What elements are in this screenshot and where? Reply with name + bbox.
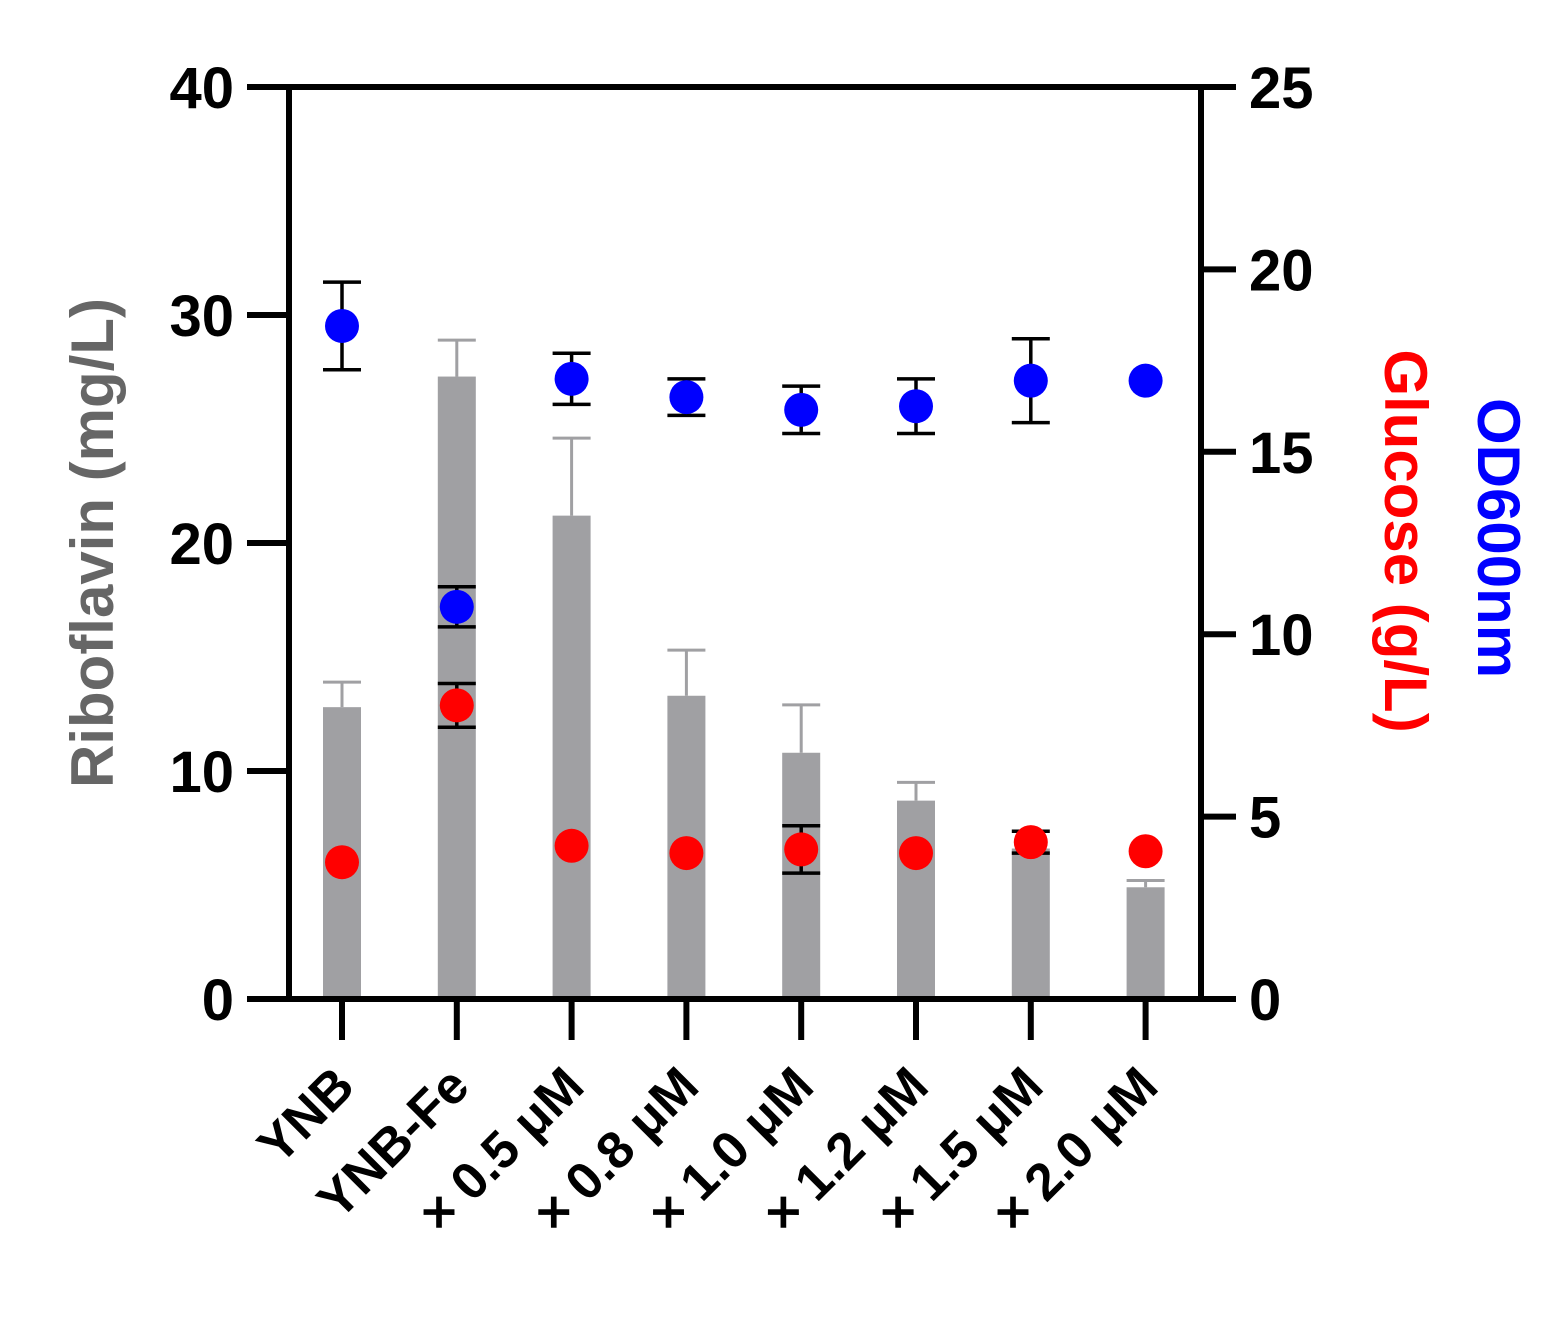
plot-frame <box>286 84 1204 1002</box>
right-tick-label: 20 <box>1249 238 1314 303</box>
glucose-axis-title: Glucose (g/L) <box>1372 349 1439 732</box>
left-tick-label: 20 <box>169 512 234 577</box>
od600-point-4 <box>669 380 704 415</box>
od600-axis-title: OD600nm <box>1465 398 1532 678</box>
bar-error-4 <box>667 648 706 696</box>
bar-7 <box>1011 848 1050 999</box>
bar-8 <box>1126 887 1165 999</box>
right-tick-label: 25 <box>1249 56 1314 121</box>
data-points <box>325 308 1163 880</box>
right-tick-label: 15 <box>1249 421 1314 486</box>
bar-6 <box>897 800 935 999</box>
error-bars <box>323 280 1165 888</box>
right-tick-label: 0 <box>1249 968 1281 1033</box>
glucose-point-6 <box>899 836 933 871</box>
bar-5 <box>782 752 821 999</box>
right-tick-label: 5 <box>1249 786 1281 851</box>
glucose-point-7 <box>1013 825 1048 860</box>
left-axis-title: Riboflavin (mg/L) <box>59 298 126 788</box>
right-tick-label: 10 <box>1249 603 1314 668</box>
glucose-point-2 <box>439 688 474 723</box>
bar-error-8 <box>1126 878 1165 888</box>
glucose-point-1 <box>325 845 359 880</box>
od600-point-8 <box>1128 363 1163 398</box>
bar-error-6 <box>897 780 935 801</box>
glucose-point-3 <box>554 828 589 863</box>
bar-3 <box>552 515 591 999</box>
od600-point-3 <box>554 361 589 396</box>
glucose-point-4 <box>669 836 704 871</box>
axis-ticks <box>247 84 1236 1040</box>
od600-point-7 <box>1013 363 1048 398</box>
bar-error-1 <box>323 680 361 708</box>
od600-point-2 <box>439 589 474 624</box>
od600-point-1 <box>325 308 359 343</box>
bar-error-3 <box>552 436 591 516</box>
riboflavin-bars <box>323 376 1165 999</box>
left-tick-label: 30 <box>169 284 234 349</box>
left-tick-label: 0 <box>202 968 234 1033</box>
bar-error-2 <box>437 338 476 377</box>
left-tick-label: 10 <box>169 740 234 805</box>
od600-point-5 <box>784 392 819 427</box>
glucose-point-5 <box>784 832 819 867</box>
glucose-point-8 <box>1128 834 1163 869</box>
bar-error-5 <box>782 703 821 753</box>
od600-point-6 <box>899 389 933 424</box>
left-tick-label: 40 <box>169 56 234 121</box>
